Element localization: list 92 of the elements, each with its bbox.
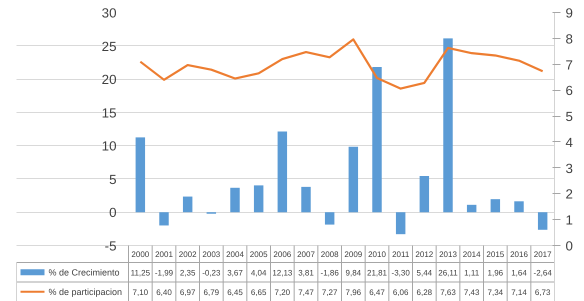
data-label: -1,99 [154, 268, 174, 278]
bar [396, 212, 406, 234]
x-tick-label: 2011 [392, 250, 410, 259]
x-tick-label: 2017 [534, 250, 552, 259]
y2-tick-label: 9 [566, 6, 573, 20]
bar [348, 146, 358, 212]
data-label: 7,43 [464, 288, 480, 297]
data-label: 6,79 [204, 288, 220, 297]
data-label: 9,84 [346, 268, 362, 278]
x-tick-label: 2012 [415, 250, 434, 259]
x-tick-label: 2002 [178, 250, 198, 259]
y-tick-label: 15 [102, 105, 117, 120]
data-label: 6,45 [227, 288, 244, 297]
data-label: 21,81 [366, 268, 388, 278]
data-label: 11,25 [130, 268, 151, 278]
data-label: 6,65 [250, 288, 268, 297]
data-label: 6,73 [534, 288, 552, 297]
data-label: 6,06 [392, 288, 410, 297]
data-label: 3,81 [298, 268, 314, 278]
data-label: 7,47 [298, 288, 314, 297]
x-tick-label: 2005 [250, 250, 268, 259]
data-label: 1,96 [488, 268, 504, 278]
y2-tick-label: 1 [566, 212, 573, 228]
y-tick-label: 25 [102, 38, 117, 54]
bar [490, 199, 500, 212]
x-tick-label: 2010 [368, 250, 386, 259]
y2-tick-label: 6 [566, 83, 573, 98]
bar [514, 201, 524, 212]
y-tick-label: 30 [102, 6, 117, 20]
data-label: 26,11 [438, 268, 458, 278]
x-tick-label: 2001 [155, 250, 174, 259]
bar [443, 38, 453, 212]
bar [230, 188, 240, 212]
x-tick-label: 2003 [202, 250, 221, 259]
data-label: 2,35 [180, 268, 196, 278]
y2-tick-label: 2 [566, 186, 573, 202]
bar [372, 67, 382, 212]
y-tick-label: 0 [109, 205, 117, 220]
y2-tick-label: 4 [566, 134, 574, 150]
bar [278, 131, 288, 212]
y2-tick-label: 5 [566, 109, 573, 124]
bar [420, 176, 430, 212]
line-series [139, 38, 544, 90]
data-label: 6,47 [369, 288, 386, 297]
bar [538, 212, 548, 230]
data-label: -1,86 [320, 268, 340, 278]
data-label: -0,23 [202, 268, 221, 278]
data-label: 12,13 [272, 268, 293, 278]
bar [466, 204, 476, 212]
x-tick-label: 2016 [510, 250, 528, 259]
x-tick-label: 2000 [131, 250, 150, 259]
x-tick-label: 2014 [462, 250, 482, 259]
x-tick-label: 2009 [344, 250, 363, 259]
x-tick-label: 2007 [297, 250, 316, 259]
y2-tick-label: 7 [566, 57, 573, 72]
data-label: -2,64 [534, 268, 552, 278]
bar [324, 212, 334, 225]
bar [301, 186, 311, 212]
x-tick-label: 2008 [320, 250, 340, 259]
data-label: -3,30 [392, 268, 410, 278]
bar [254, 185, 264, 212]
data-label: 6,28 [416, 288, 433, 297]
bar [159, 212, 169, 226]
data-label: 7,20 [274, 288, 291, 297]
data-label: 7,27 [322, 288, 338, 297]
x-tick-label: 2004 [226, 250, 244, 259]
legend-label: % de Crecimiento [48, 267, 120, 278]
x-tick-label: 2013 [439, 250, 458, 259]
y2-tick-label: 0 [566, 238, 573, 254]
data-label: 6,40 [156, 288, 172, 297]
y2-tick-label: 8 [566, 31, 573, 46]
data-label: 7,34 [488, 288, 504, 297]
data-label: 7,14 [511, 288, 528, 297]
data-label: 7,96 [346, 288, 362, 297]
legend-label: % de participacion [48, 286, 122, 297]
data-label: 7,63 [440, 288, 456, 297]
data-label: 5,44 [416, 268, 433, 278]
bar [182, 196, 192, 212]
data-label: 7,10 [132, 288, 149, 297]
data-label: 3,67 [227, 268, 244, 278]
x-tick-label: 2006 [273, 250, 292, 259]
y-tick-label: 20 [102, 72, 117, 88]
bar [136, 137, 146, 212]
data-label: 4,04 [250, 268, 268, 278]
y-tick-label: 5 [109, 172, 117, 187]
data-label: 6,97 [180, 288, 196, 297]
y2-tick-label: 3 [566, 160, 573, 176]
data-label: 1,11 [464, 268, 480, 278]
x-tick-label: 2015 [486, 250, 505, 259]
y-tick-label: -5 [104, 238, 117, 254]
data-label: 1,64 [511, 268, 528, 278]
y-tick-label: 10 [102, 138, 117, 154]
